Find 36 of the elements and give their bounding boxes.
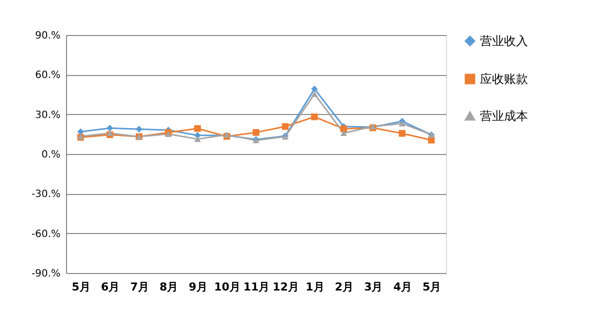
- y-tick-label: 0.%: [41, 150, 60, 160]
- point: [398, 120, 406, 126]
- x-tick-label: 6月: [101, 280, 120, 294]
- x-tick-label: 1月: [306, 280, 324, 294]
- legend-label: 营业收入: [480, 34, 528, 48]
- y-tick-label: 90.%: [35, 30, 60, 42]
- x-tick-label: 12月: [272, 280, 299, 294]
- point: [136, 126, 142, 132]
- x-tick-label: 7月: [130, 280, 149, 294]
- x-tick-label: 5月: [72, 280, 90, 294]
- y-tick-label: -60.%: [31, 228, 60, 240]
- x-tick-label: 9月: [188, 280, 208, 294]
- x-tick-label: 2月: [334, 280, 354, 294]
- y-tick-label: -30.%: [31, 189, 60, 200]
- legend-label: 营业成本: [480, 109, 528, 123]
- x-tick-label: 10月: [214, 280, 240, 294]
- x-tick-label: 4月: [393, 280, 412, 294]
- x-tick-label: 5月: [422, 280, 442, 294]
- point: [340, 130, 348, 136]
- point: [340, 125, 348, 132]
- y-tick-label: -90.%: [31, 268, 60, 280]
- legend-label: 应收账款: [480, 72, 528, 86]
- point: [311, 91, 318, 97]
- point: [311, 86, 318, 92]
- point: [252, 129, 260, 136]
- x-tick-label: 11月: [243, 280, 270, 294]
- x-tick-label: 3月: [364, 280, 383, 294]
- x-tick-label: 8月: [159, 280, 178, 294]
- point: [311, 113, 318, 120]
- point: [194, 125, 201, 132]
- point: [282, 123, 289, 130]
- point: [106, 124, 114, 132]
- y-tick-label: 30.%: [35, 110, 60, 121]
- y-tick-label: 60.%: [35, 70, 60, 82]
- point: [398, 130, 406, 137]
- point: [194, 136, 201, 142]
